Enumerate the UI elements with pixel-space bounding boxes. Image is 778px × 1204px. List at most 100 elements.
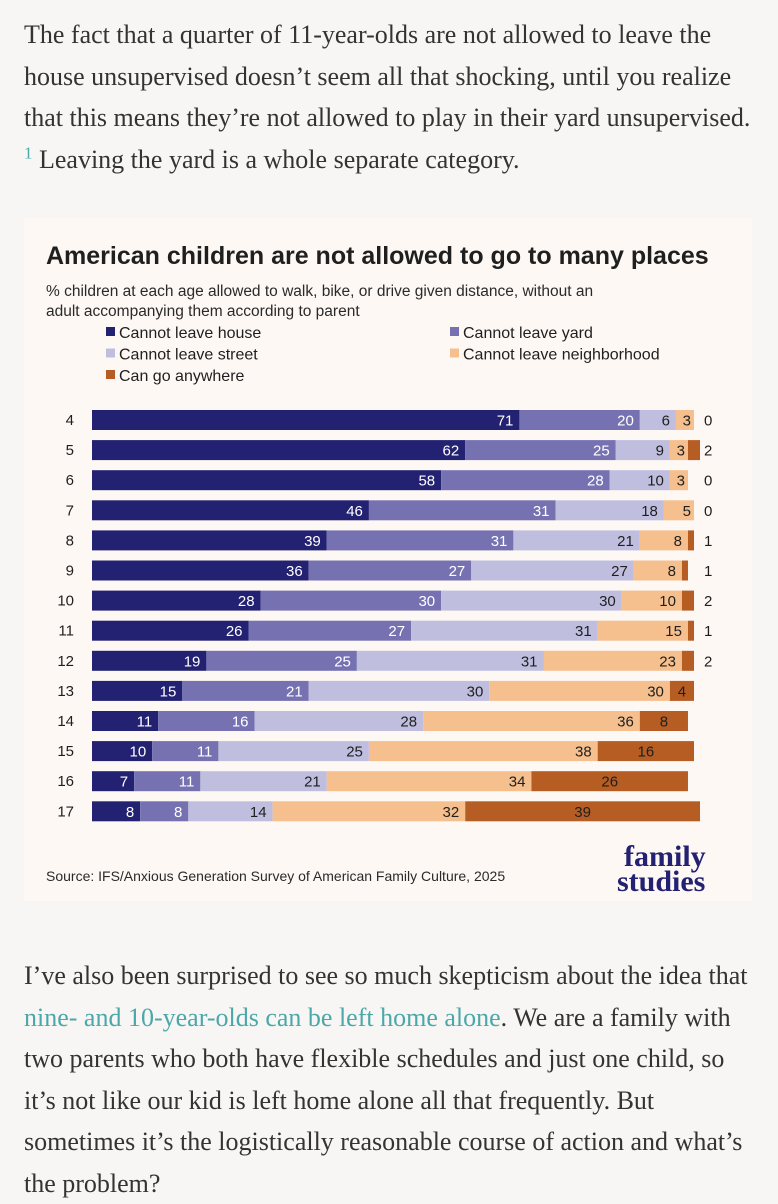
bar-segment-cannot-leave-street (254, 711, 424, 731)
data-label-can-go-anywhere: 2 (704, 593, 712, 610)
legend-label-cannot-leave-street: Cannot leave street (119, 347, 258, 364)
bar-segment-cannot-leave-neighborhood (543, 650, 682, 671)
bar-segment-can-go-anywhere (465, 801, 701, 822)
chart-subtitle-line2: adult accompanying them according to par… (46, 303, 360, 320)
data-label-can-go-anywhere: 8 (660, 714, 668, 731)
chart-title: American children are not allowed to go … (46, 242, 709, 270)
data-label-cannot-leave-yard: 31 (491, 533, 508, 550)
bar-segment-cannot-leave-street (188, 801, 273, 822)
data-label-cannot-leave-house: 62 (443, 443, 460, 460)
data-label-cannot-leave-street: 25 (346, 744, 363, 761)
data-label-cannot-leave-street: 6 (662, 413, 670, 430)
bar-segment-cannot-leave-house (92, 620, 249, 641)
bar-segment-can-go-anywhere (687, 530, 694, 551)
bar-segment-cannot-leave-yard (519, 410, 640, 430)
age-label: 12 (57, 653, 74, 670)
bar-segment-cannot-leave-neighborhood (368, 741, 598, 762)
paragraph-followup-continuation: . We are a family with two parents who b… (24, 1002, 743, 1198)
data-label-cannot-leave-street: 9 (656, 443, 664, 460)
bar-segment-cannot-leave-neighborhood (423, 711, 640, 731)
data-label-can-go-anywhere: 0 (704, 413, 712, 430)
legend-swatch-cannot-leave-house (106, 327, 115, 336)
data-label-cannot-leave-house: 15 (160, 683, 177, 700)
bar-segment-cannot-leave-yard (248, 620, 412, 641)
data-label-cannot-leave-street: 31 (575, 623, 592, 640)
bar-segment-cannot-leave-neighborhood (489, 680, 670, 701)
data-label-cannot-leave-street: 21 (617, 533, 634, 550)
age-label: 14 (57, 713, 74, 730)
legend-swatch-cannot-leave-street (106, 348, 115, 358)
age-label: 7 (66, 502, 74, 519)
bar-segment-can-go-anywhere (681, 650, 694, 671)
age-label: 9 (66, 563, 74, 580)
data-label-cannot-leave-yard: 8 (174, 804, 182, 821)
paragraph-followup-text: I’ve also been surprised to see so much … (24, 961, 748, 990)
data-label-cannot-leave-street: 18 (641, 503, 658, 520)
data-label-cannot-leave-yard: 25 (334, 653, 351, 670)
bar-segment-cannot-leave-house (92, 500, 369, 521)
data-label-cannot-leave-yard: 16 (232, 714, 249, 731)
bar-segment-can-go-anywhere (681, 590, 694, 611)
bar-segment-cannot-leave-neighborhood (639, 530, 688, 551)
data-label-cannot-leave-neighborhood: 3 (677, 473, 685, 490)
data-label-cannot-leave-neighborhood: 8 (674, 533, 682, 550)
bar-segment-cannot-leave-house (92, 530, 327, 551)
age-label: 15 (57, 743, 74, 760)
logo-studies-text: studies (617, 865, 705, 898)
age-label: 6 (66, 472, 74, 489)
home-alone-link[interactable]: nine- and 10-year-olds can be left home … (24, 1002, 501, 1032)
data-label-can-go-anywhere: 4 (678, 683, 686, 700)
bar-segment-can-go-anywhere (597, 741, 694, 762)
data-label-can-go-anywhere: 26 (601, 774, 618, 791)
data-label-can-go-anywhere: 0 (704, 473, 712, 490)
chart-source: Source: IFS/Anxious Generation Survey of… (46, 868, 505, 884)
bar-segment-cannot-leave-house (92, 711, 159, 731)
legend-swatch-cannot-leave-neighborhood (450, 348, 459, 358)
data-label-cannot-leave-street: 30 (467, 683, 484, 700)
chart-legend: Cannot leave house Cannot leave yard Canno… (106, 325, 660, 385)
footnote-link[interactable]: 1 (24, 142, 33, 162)
bar-segment-cannot-leave-house (92, 440, 466, 461)
data-label-can-go-anywhere: 39 (574, 804, 591, 821)
data-label-cannot-leave-neighborhood: 32 (443, 804, 460, 821)
data-label-cannot-leave-street: 14 (250, 804, 267, 821)
bar-segment-cannot-leave-street (555, 500, 664, 521)
bar-segment-cannot-leave-yard (441, 470, 610, 491)
bar-segment-cannot-leave-house (92, 680, 183, 701)
chart-subtitle-line1: % children at each age allowed to walk, … (46, 283, 593, 300)
data-label-cannot-leave-neighborhood: 30 (647, 683, 664, 700)
bar-segment-cannot-leave-street (356, 650, 544, 671)
data-label-cannot-leave-yard: 21 (286, 683, 303, 700)
bar-segment-can-go-anywhere (531, 771, 688, 792)
paragraph-intro-text: The fact that a quarter of 11-year-olds … (24, 20, 751, 132)
data-label-cannot-leave-neighborhood: 5 (683, 503, 691, 520)
bar-segment-cannot-leave-yard (140, 801, 189, 822)
bar-segment-cannot-leave-house (92, 801, 141, 822)
data-label-cannot-leave-street: 21 (304, 774, 321, 791)
bar-segment-cannot-leave-yard (182, 680, 309, 701)
data-label-cannot-leave-house: 39 (304, 533, 321, 550)
age-label: 5 (66, 442, 74, 459)
bar-segment-cannot-leave-street (471, 560, 634, 581)
data-label-can-go-anywhere: 2 (704, 653, 712, 670)
data-label-cannot-leave-street: 10 (647, 473, 664, 490)
data-label-can-go-anywhere: 1 (704, 563, 712, 580)
bar-segment-cannot-leave-house (92, 470, 442, 491)
data-label-cannot-leave-neighborhood: 8 (668, 563, 676, 580)
legend-label-can-go-anywhere: Can go anywhere (119, 368, 245, 385)
bar-segment-cannot-leave-yard (326, 530, 514, 551)
bar-segment-cannot-leave-street (639, 410, 676, 430)
bar-segment-cannot-leave-neighborhood (669, 470, 688, 491)
data-label-cannot-leave-house: 58 (418, 473, 435, 490)
data-label-cannot-leave-house: 19 (184, 653, 201, 670)
data-label-cannot-leave-yard: 11 (197, 744, 213, 761)
bar-segment-cannot-leave-neighborhood (663, 500, 694, 521)
bar-segment-cannot-leave-house (92, 650, 207, 671)
paragraph-intro-continuation: Leaving the yard is a whole separate cat… (32, 144, 520, 174)
data-label-cannot-leave-house: 36 (286, 563, 303, 580)
age-label: 11 (58, 623, 74, 640)
bar-segment-cannot-leave-street (615, 440, 670, 461)
data-label-cannot-leave-house: 8 (126, 804, 134, 821)
data-label-can-go-anywhere: 1 (704, 533, 712, 550)
data-label-cannot-leave-house: 28 (238, 593, 255, 610)
